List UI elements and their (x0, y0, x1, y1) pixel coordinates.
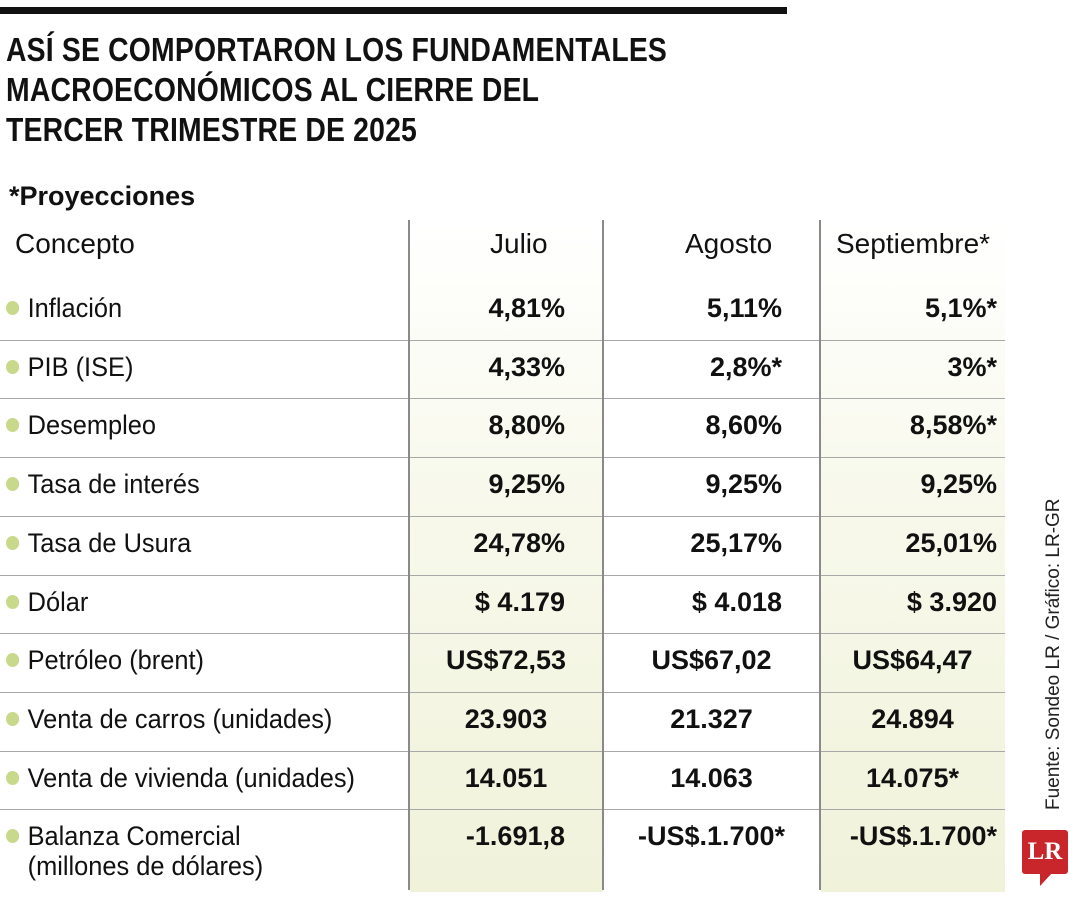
cell-septiembre: 25,01% (905, 527, 997, 558)
row-label-text: Desempleo (27, 410, 157, 441)
source-credit: Fuente: Sondeo LR / Gráfico: LR-GR (1043, 498, 1064, 810)
cell-julio: 24,78% (473, 527, 565, 558)
cell-julio: US$72,53 (445, 645, 567, 676)
row-label: Inflación (6, 293, 122, 323)
cell-julio: 4,81% (488, 293, 565, 323)
row-label: Desempleo (6, 410, 156, 440)
cell-agosto: 14.063 (670, 762, 753, 793)
header-agosto: Agosto (685, 228, 773, 259)
cell-septiembre: 14.075* (865, 762, 960, 793)
bullet-dot-icon (6, 359, 20, 374)
cell-septiembre: 5,1%* (924, 293, 997, 323)
row-divider (0, 751, 1005, 752)
row-label-text: Tasa de interés (27, 469, 200, 500)
cell-julio: -1.691,8 (465, 821, 565, 852)
table-row: Petróleo (brent) US$72,53 US$67,02 US$64,47 (0, 633, 1005, 691)
cell-agosto: -US$.1.700* (637, 821, 786, 852)
cell-julio: 4,33% (488, 351, 565, 382)
header-septiembre: Septiembre* (836, 228, 991, 259)
header-julio: Julio (490, 228, 548, 259)
title-line: TERCER TRIMESTRE DE 2025 (6, 111, 417, 148)
row-label-text: Venta de carros (unidades) (27, 703, 333, 734)
row-label: Tasa de interés (6, 469, 200, 499)
row-label-text: Petróleo (brent) (27, 645, 204, 676)
table-row: Inflación 4,81% 5,11% 5,1%* (0, 281, 1005, 339)
column-divider (602, 220, 604, 890)
row-label-subtext: (millones de dólares) (27, 851, 264, 882)
table-row: Venta de vivienda (unidades) 14.051 14.063… (0, 751, 1005, 809)
bullet-dot-icon (6, 418, 20, 433)
bullet-dot-icon (6, 535, 20, 550)
row-label: PIB (ISE) (6, 352, 133, 382)
row-divider (0, 516, 1005, 517)
table-row: Balanza Comercial (millones de dólares) -1… (0, 809, 1005, 881)
page-title: ASÍ SE COMPORTARON LOS FUNDAMENTALES MAC… (6, 30, 780, 150)
column-divider (408, 220, 410, 890)
cell-julio: $ 4.179 (474, 586, 565, 617)
title-line: MACROECONÓMICOS AL CIERRE DEL (6, 71, 540, 108)
row-divider (0, 692, 1005, 693)
title-line: ASÍ SE COMPORTARON LOS FUNDAMENTALES (6, 31, 668, 68)
row-label-text: Venta de vivienda (unidades) (27, 762, 355, 793)
bullet-dot-icon (6, 477, 20, 492)
row-label: Dólar (6, 587, 88, 617)
top-rule (0, 7, 787, 14)
row-label: Venta de vivienda (unidades) (6, 763, 355, 793)
row-label: Tasa de Usura (6, 528, 191, 558)
cell-agosto: 2,8%* (709, 351, 782, 382)
cell-septiembre: -US$.1.700* (849, 821, 997, 852)
cell-agosto: 5,11% (706, 293, 782, 323)
bullet-dot-icon (6, 301, 20, 315)
cell-agosto: $ 4.018 (691, 586, 782, 617)
cell-septiembre: $ 3.920 (906, 586, 997, 617)
bullet-dot-icon (6, 829, 20, 844)
cell-septiembre: 9,25% (920, 469, 997, 500)
cell-agosto: 9,25% (705, 469, 782, 500)
cell-agosto: 25,17% (690, 527, 782, 558)
cell-agosto: US$67,02 (651, 645, 772, 676)
cell-septiembre: 8,58%* (909, 410, 997, 441)
row-divider (0, 340, 1005, 341)
bullet-dot-icon (6, 770, 20, 785)
row-divider (0, 575, 1005, 576)
row-label-text: Dólar (27, 586, 89, 617)
row-label: Petróleo (brent) (6, 645, 204, 675)
bullet-dot-icon (6, 653, 20, 668)
septiembre-column-bg (821, 222, 1005, 892)
cell-agosto: 8,60% (705, 410, 782, 441)
row-divider (0, 398, 1005, 399)
row-divider (0, 457, 1005, 458)
projections-note: *Proyecciones (9, 181, 196, 211)
cell-julio: 14.051 (464, 762, 548, 793)
row-label-text: Balanza Comercial (27, 821, 241, 852)
cell-septiembre: US$64,47 (852, 645, 973, 676)
bullet-dot-icon (6, 594, 20, 609)
row-label-text: PIB (ISE) (27, 351, 134, 382)
column-divider (819, 220, 821, 890)
cell-agosto: 21.327 (670, 703, 753, 734)
row-label: Venta de carros (unidades) (6, 704, 332, 734)
cell-septiembre: 3%* (947, 351, 997, 382)
cell-septiembre: 24.894 (871, 703, 954, 734)
row-label: Balanza Comercial (millones de dólares) (6, 821, 263, 881)
bullet-dot-icon (6, 711, 20, 726)
table-row: Tasa de interés 9,25% 9,25% 9,25% (0, 457, 1005, 515)
cell-julio: 8,80% (488, 410, 565, 441)
lr-logo: LR (1022, 830, 1068, 886)
cell-julio: 23.903 (464, 703, 548, 734)
row-label-text: Tasa de Usura (27, 527, 192, 558)
table-row: Desempleo 8,80% 8,60% 8,58%* (0, 398, 1005, 456)
row-divider (0, 809, 1005, 810)
row-label-text: Inflación (27, 293, 123, 323)
table-row: Dólar $ 4.179 $ 4.018 $ 3.920 (0, 575, 1005, 633)
table-row: PIB (ISE) 4,33% 2,8%* 3%* (0, 340, 1005, 398)
header-concepto: Concepto (15, 228, 135, 259)
cell-julio: 9,25% (488, 469, 565, 500)
table-row: Tasa de Usura 24,78% 25,17% 25,01% (0, 516, 1005, 574)
julio-column-bg (410, 222, 603, 892)
row-divider (0, 633, 1005, 634)
table-row: Venta de carros (unidades) 23.903 21.327 24… (0, 692, 1005, 750)
